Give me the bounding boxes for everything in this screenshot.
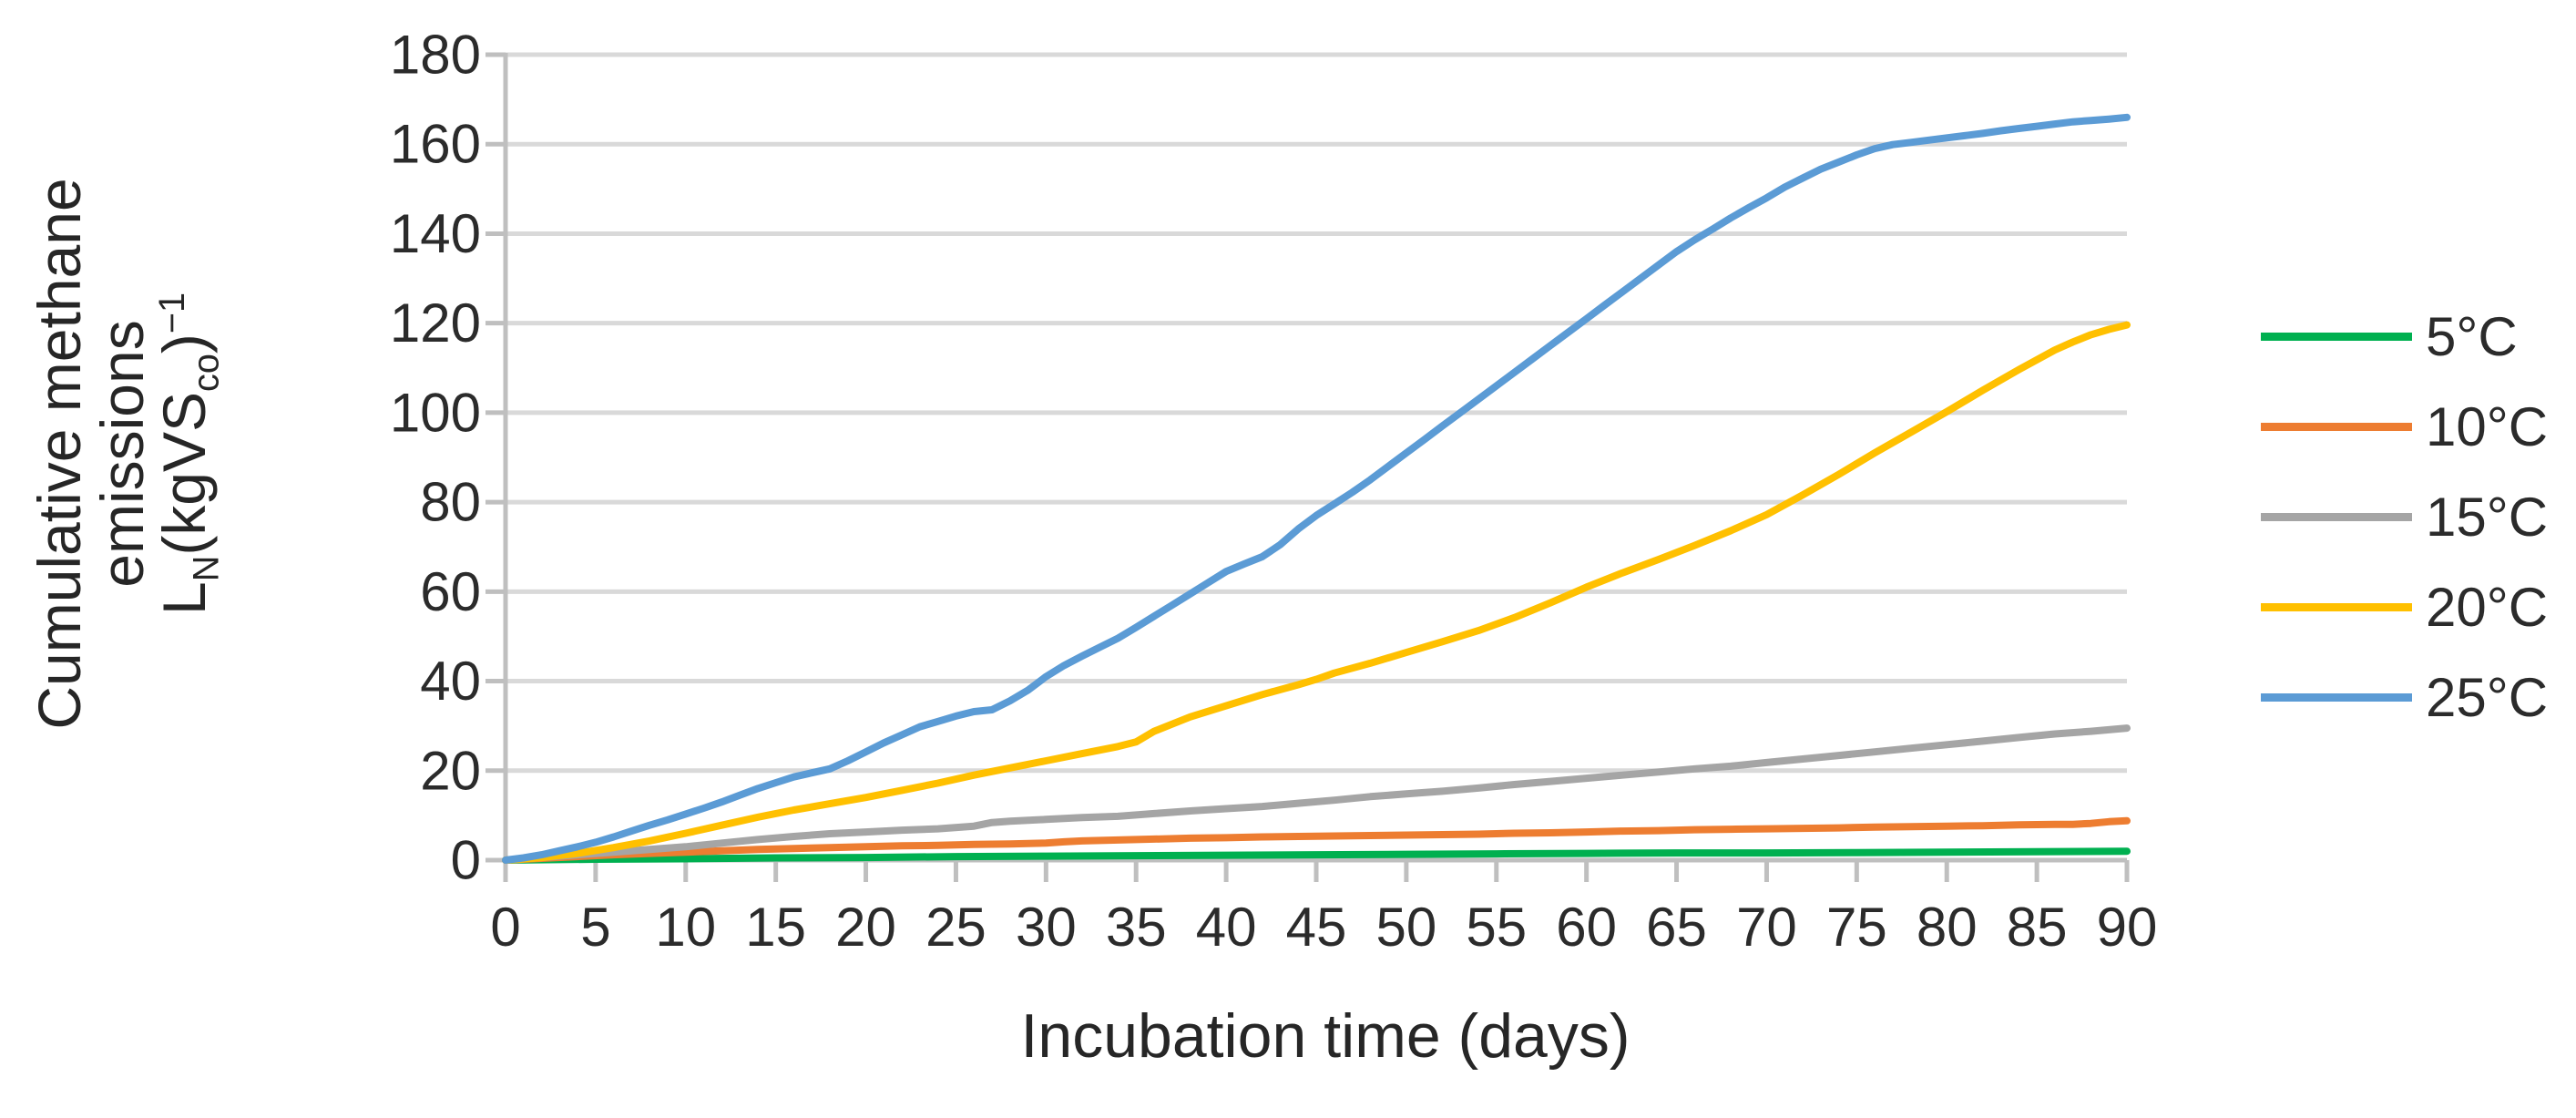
- x-tick-label-20: 20: [835, 897, 896, 958]
- y-axis-title: Cumulative methane emissions LN(kgVSco)−…: [26, 178, 227, 730]
- x-tick-label-70: 70: [1736, 897, 1797, 958]
- y-tick-label-160: 160: [390, 114, 481, 175]
- x-tick-label-85: 85: [2007, 897, 2068, 958]
- x-tick-label-25: 25: [925, 897, 986, 958]
- legend-item: 10°C: [2261, 395, 2549, 457]
- y-tick-label-120: 120: [390, 292, 481, 354]
- y-tick-label-180: 180: [390, 25, 481, 86]
- series-line-25c: [502, 113, 2131, 864]
- legend-item: 20°C: [2261, 577, 2548, 638]
- legend-item: 15°C: [2261, 487, 2548, 548]
- legend-swatch-1: [2261, 422, 2412, 431]
- x-tick-label-65: 65: [1646, 897, 1707, 958]
- y-tick-label-80: 80: [420, 472, 481, 533]
- y-tick-label-100: 100: [390, 382, 481, 443]
- y-tick-label-140: 140: [390, 203, 481, 264]
- x-tick-label-90: 90: [2097, 897, 2158, 958]
- legend-label: 10°C: [2426, 395, 2549, 457]
- y-tick-label-0: 0: [451, 830, 481, 891]
- series-line-10c: [502, 816, 2131, 864]
- series-line-15c: [502, 724, 2131, 864]
- x-tick-label-60: 60: [1556, 897, 1617, 958]
- x-tick-label-5: 5: [580, 897, 610, 958]
- legend-swatch-2: [2261, 512, 2412, 521]
- legend-label: 15°C: [2426, 486, 2549, 548]
- y-tick-label-60: 60: [420, 561, 481, 622]
- x-tick-label-10: 10: [655, 897, 716, 958]
- legend-label: 25°C: [2426, 666, 2549, 728]
- y-axis-title-formula: LN(kgVSco)−1: [150, 292, 227, 615]
- x-tick-label-80: 80: [1917, 897, 1978, 958]
- legend-label: 20°C: [2426, 576, 2549, 638]
- y-axis-title-line2: emissions: [87, 320, 156, 588]
- y-tick-label-20: 20: [420, 740, 481, 801]
- series-line-5c: [502, 847, 2131, 864]
- x-tick-label-40: 40: [1196, 897, 1257, 958]
- x-tick-label-15: 15: [745, 897, 806, 958]
- legend-swatch-4: [2261, 692, 2412, 702]
- series-line-20c: [502, 321, 2131, 864]
- x-axis-title: Incubation time (days): [1020, 1001, 1630, 1071]
- legend-item: 5°C: [2261, 306, 2548, 367]
- legend-swatch-3: [2261, 602, 2412, 611]
- legend-item: 25°C: [2261, 667, 2548, 728]
- x-tick-label-30: 30: [1016, 897, 1077, 958]
- x-tick-label-0: 0: [490, 897, 520, 958]
- x-tick-label-35: 35: [1106, 897, 1167, 958]
- legend: 5°C 10°C 15°C 20°C 25°C: [2261, 306, 2549, 728]
- x-tick-label-55: 55: [1466, 897, 1527, 958]
- legend-label: 5°C: [2426, 305, 2518, 367]
- y-axis-title-line1: Cumulative methane: [26, 178, 94, 730]
- x-tick-label-45: 45: [1286, 897, 1347, 958]
- x-tick-label-75: 75: [1826, 897, 1887, 958]
- y-tick-label-40: 40: [420, 651, 481, 712]
- legend-swatch-0: [2261, 332, 2412, 341]
- x-tick-label-50: 50: [1376, 897, 1437, 958]
